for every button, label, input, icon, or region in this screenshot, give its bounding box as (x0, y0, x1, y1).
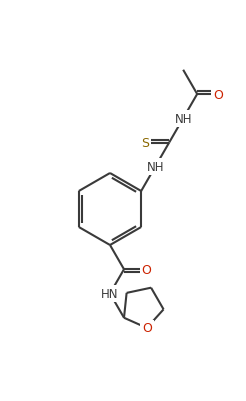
Text: S: S (141, 137, 149, 150)
Text: NH: NH (174, 112, 192, 126)
Text: HN: HN (101, 287, 119, 300)
Text: O: O (213, 88, 223, 101)
Text: O: O (141, 263, 151, 276)
Text: NH: NH (146, 161, 164, 174)
Text: O: O (142, 322, 152, 334)
